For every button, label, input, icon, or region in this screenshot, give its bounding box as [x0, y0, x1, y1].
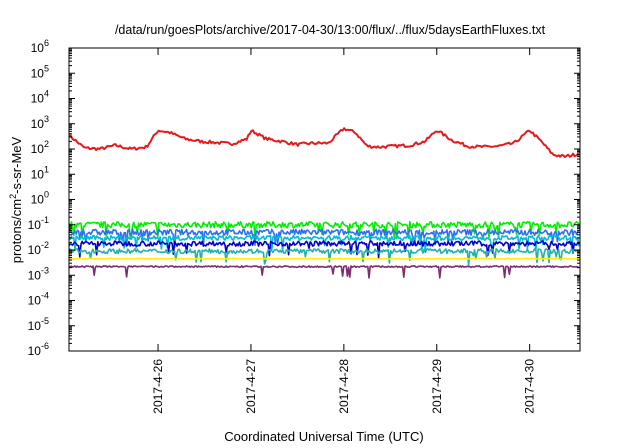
- y-tick-label-exponent: -1: [41, 215, 49, 225]
- y-tick-label-base: 10: [28, 218, 42, 232]
- x-axis-title: Coordinated Universal Time (UTC): [224, 429, 423, 444]
- y-tick-label-base: 10: [31, 92, 45, 106]
- y-tick-label-base: 10: [31, 41, 45, 55]
- y-tick-label: 10-4: [28, 291, 49, 308]
- x-tick-label: 2017-4-27: [244, 359, 258, 414]
- y-tick-label: 104: [31, 89, 49, 106]
- y-tick-label: 106: [31, 38, 49, 55]
- y-tick-label-base: 10: [28, 344, 42, 358]
- x-tick-label: 2017-4-30: [523, 359, 537, 414]
- series-line-6: [68, 248, 580, 267]
- y-tick-label-exponent: 2: [44, 139, 49, 149]
- y-tick-label-base: 10: [28, 319, 42, 333]
- y-tick-label-exponent: -5: [41, 316, 49, 326]
- y-tick-label-exponent: 1: [44, 164, 49, 174]
- y-tick-label-exponent: 0: [44, 190, 49, 200]
- axis-layer: 10-610-510-410-310-210-11001011021031041…: [28, 38, 580, 414]
- chart-title: /data/run/goesPlots/archive/2017-04-30/1…: [115, 23, 546, 37]
- y-tick-label: 105: [31, 63, 49, 80]
- y-tick-label-exponent: 4: [44, 89, 49, 99]
- y-axis-title: protons/cm2-s-sr-MeV: [8, 136, 24, 263]
- series-line-2: [68, 220, 580, 240]
- y-tick-label: 103: [31, 114, 49, 131]
- y-tick-label: 10-2: [28, 240, 49, 257]
- y-tick-label-base: 10: [28, 294, 42, 308]
- y-tick-label-base: 10: [31, 117, 45, 131]
- y-tick-label-base: 10: [28, 243, 42, 257]
- y-tick-label: 10-3: [28, 265, 49, 282]
- x-tick-label: 2017-4-28: [337, 359, 351, 414]
- x-tick-label: 2017-4-29: [430, 359, 444, 414]
- y-tick-label-base: 10: [31, 142, 45, 156]
- series-line-5: [68, 240, 580, 259]
- series-line-1: [68, 127, 580, 158]
- y-tick-label: 100: [31, 190, 49, 207]
- series-line-7: [69, 257, 579, 260]
- y-tick-label-base: 10: [31, 193, 45, 207]
- y-tick-label: 102: [31, 139, 49, 156]
- y-tick-label-base: 10: [31, 167, 45, 181]
- series-line-8: [68, 264, 580, 279]
- y-tick-label-exponent: -4: [41, 291, 49, 301]
- y-axis-title-tail: -s-sr-MeV: [9, 136, 24, 193]
- y-tick-label-exponent: -6: [41, 341, 49, 351]
- y-axis-title-superscript: 2: [8, 194, 18, 199]
- y-tick-label-exponent: -2: [41, 240, 49, 250]
- y-tick-label: 10-1: [28, 215, 49, 232]
- y-axis-title-main: protons/cm: [9, 199, 24, 263]
- plot-frame: [68, 47, 581, 352]
- y-tick-label: 10-6: [28, 341, 49, 358]
- x-tick-label: 2017-4-26: [151, 359, 165, 414]
- y-tick-label: 10-5: [28, 316, 49, 333]
- y-tick-label-exponent: -3: [41, 265, 49, 275]
- y-tick-label-exponent: 5: [44, 63, 49, 73]
- y-tick-label-exponent: 3: [44, 114, 49, 124]
- series-line-3: [68, 228, 580, 249]
- y-tick-label-base: 10: [31, 66, 45, 80]
- y-tick-label-base: 10: [28, 268, 42, 282]
- series-layer: [68, 127, 580, 279]
- y-tick-label-exponent: 6: [44, 38, 49, 48]
- y-tick-label: 101: [31, 164, 49, 181]
